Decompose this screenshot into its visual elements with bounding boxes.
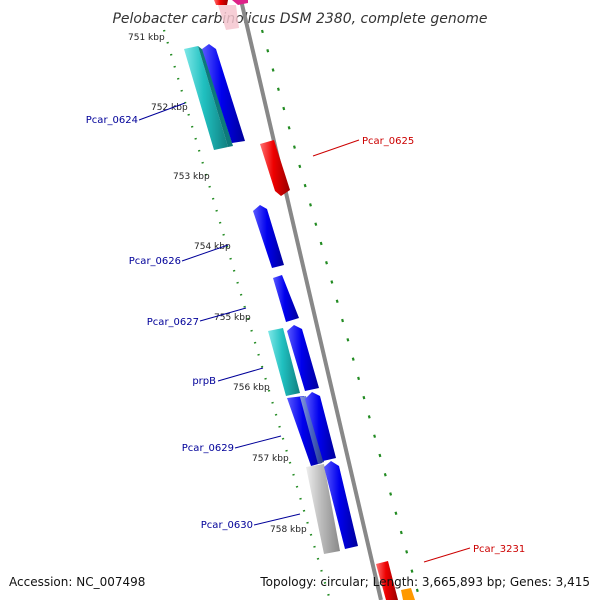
gene-bar-pcar-0629 <box>287 396 324 466</box>
tick-label-755: 755 kbp <box>214 313 251 323</box>
feature-top-pink <box>218 5 239 30</box>
gene-label-pcar-0630: Pcar_0630 <box>201 520 253 531</box>
leader-line-prpb <box>217 367 264 382</box>
feature-top-red <box>214 0 228 5</box>
gene-label-pcar-0625: Pcar_0625 <box>362 136 414 147</box>
map-title: Pelobacter carbinolicus DSM 2380, comple… <box>112 11 487 27</box>
tick-label-758: 758 kbp <box>270 525 307 535</box>
gene-bar-pcar-0627 <box>273 275 299 322</box>
gene-bar-pcar-0625 <box>260 140 290 196</box>
gene-label-pcar-0626: Pcar_0626 <box>129 256 181 267</box>
leader-line-pcar-0626 <box>181 244 229 262</box>
gene-label-pcar-0627: Pcar_0627 <box>147 317 199 328</box>
leader-line-pcar-0625 <box>312 139 360 157</box>
genome-summary-text: Topology: circular; Length: 3,665,893 bp… <box>259 575 590 589</box>
leader-line-pcar-0627 <box>199 307 247 322</box>
gene-bar-pcar-0629-right <box>305 392 336 461</box>
gene-label-prpb: prpB <box>192 376 216 387</box>
gene-bar-prpb <box>268 328 300 396</box>
tick-label-756: 756 kbp <box>233 383 270 393</box>
gene-bar-pcar-3231 <box>376 561 415 600</box>
leader-line-pcar-0630 <box>253 513 301 526</box>
accession-text: Accession: NC_007498 <box>9 575 145 589</box>
genome-backbone <box>239 0 383 600</box>
gene-bar-prpb-blue <box>287 325 319 391</box>
gene-bar-pcar-0624-blue <box>202 44 245 143</box>
leader-line-pcar-3231 <box>423 547 471 563</box>
tick-label-757: 757 kbp <box>252 454 289 464</box>
gene-bar-pcar-0624-cyan <box>184 46 233 150</box>
feature-top-magenta <box>232 0 248 5</box>
tick-label-754: 754 kbp <box>194 242 231 252</box>
gene-bar-pcar-0626 <box>253 205 284 268</box>
gene-label-pcar-3231: Pcar_3231 <box>473 544 525 555</box>
tick-label-753: 753 kbp <box>173 172 210 182</box>
leader-line-pcar-0629 <box>234 435 282 449</box>
tick-label-752: 752 kbp <box>151 103 188 113</box>
tick-label-751: 751 kbp <box>128 33 165 43</box>
leader-line-pcar-0624 <box>138 102 186 121</box>
gene-bar-pcar-0630 <box>306 464 340 554</box>
gene-label-pcar-0624: Pcar_0624 <box>86 115 138 126</box>
gene-bar-pcar-0630-blue <box>324 461 358 549</box>
gene-label-pcar-0629: Pcar_0629 <box>182 443 234 454</box>
